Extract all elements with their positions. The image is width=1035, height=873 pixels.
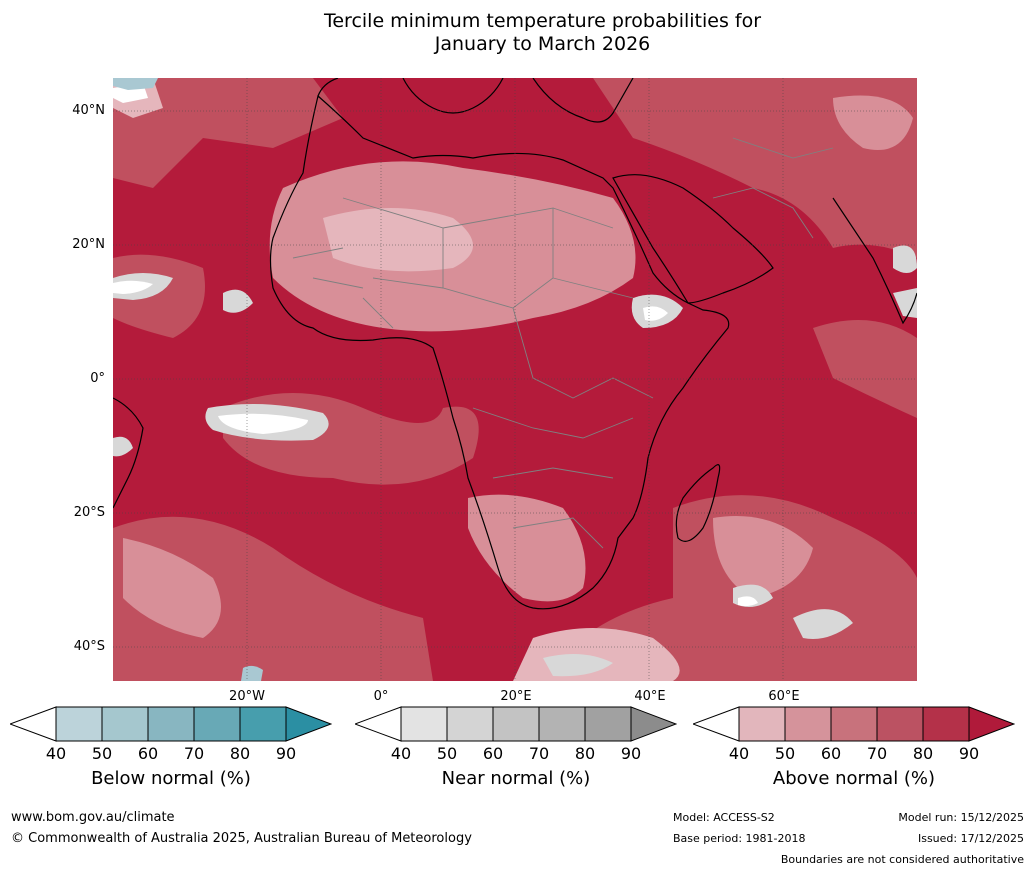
near-colorbar-segment-1 <box>446 706 494 742</box>
near-tick: 80 <box>574 744 596 763</box>
below-normal-areas <box>113 78 263 681</box>
lon-label-40e: 40°E <box>634 689 666 704</box>
title-line-2: January to March 2026 <box>434 33 651 55</box>
near-tick: 70 <box>528 744 550 763</box>
footer-url: www.bom.gov.au/climate <box>11 810 175 825</box>
footer-copyright: © Commonwealth of Australia 2025, Austra… <box>11 831 472 846</box>
near-colorbar-segment-2 <box>492 706 540 742</box>
above-colorbar-segment-3 <box>876 706 924 742</box>
europe-coastline <box>317 78 634 123</box>
graticule <box>113 78 917 681</box>
above-tick: 80 <box>912 744 934 763</box>
below-colorbar-svg <box>10 706 332 742</box>
above-colorbar-segment-5 <box>968 706 1015 742</box>
title-line-1: Tercile minimum temperature probabilitie… <box>323 10 762 32</box>
above-normal-colorbar <box>693 706 1015 742</box>
near-tick: 40 <box>390 744 412 763</box>
below-colorbar-segment-3 <box>193 706 241 742</box>
india-coastline <box>832 197 917 325</box>
footer-boundaries-note: Boundaries are not considered authoritat… <box>780 853 1024 866</box>
near-colorbar-segment-0 <box>400 706 448 742</box>
lat-label-40s: 40°S <box>73 639 105 654</box>
near-colorbar-segment-5 <box>630 706 677 742</box>
below-tick: 60 <box>137 744 159 763</box>
madagascar-outline <box>675 464 721 542</box>
below-tick: 40 <box>45 744 67 763</box>
near-tick: 60 <box>482 744 504 763</box>
near-tick: 90 <box>620 744 642 763</box>
lat-label-20n: 20°N <box>72 237 105 252</box>
footer-issued: Issued: 17/12/2025 <box>917 832 1024 845</box>
below-normal-colorbar <box>10 706 332 742</box>
near-normal-label: Near normal (%) <box>441 768 591 789</box>
above-tick: 70 <box>866 744 888 763</box>
lon-label-20e: 20°E <box>500 689 532 704</box>
near-colorbar-segment-3 <box>538 706 586 742</box>
below-colorbar-segment-0 <box>55 706 103 742</box>
africa-coastline <box>269 94 730 610</box>
near-normal-areas <box>113 245 917 677</box>
arabia-coastline <box>612 174 774 304</box>
probability-map <box>113 78 917 681</box>
above-colorbar-segment-2 <box>830 706 878 742</box>
chart-title: Tercile minimum temperature probabilitie… <box>0 10 1035 56</box>
near-colorbar-svg <box>355 706 677 742</box>
above-tick: 50 <box>774 744 796 763</box>
low-signal-areas <box>113 83 758 607</box>
below-tick: 80 <box>229 744 251 763</box>
above-colorbar-segment-4 <box>922 706 970 742</box>
lat-label-0: 0° <box>90 371 105 386</box>
footer-model: Model: ACCESS-S2 <box>673 811 775 824</box>
below-tick: 50 <box>91 744 113 763</box>
lat-label-40n: 40°N <box>72 103 105 118</box>
lon-label-20w: 20°W <box>229 689 265 704</box>
above-colorbar-segment-0 <box>738 706 786 742</box>
footer-model-run: Model run: 15/12/2025 <box>898 811 1024 824</box>
below-tick: 70 <box>183 744 205 763</box>
lat-label-20s: 20°S <box>73 505 105 520</box>
above-tick: 90 <box>958 744 980 763</box>
lon-label-60e: 60°E <box>768 689 800 704</box>
above-tick: 60 <box>820 744 842 763</box>
below-colorbar-segment-4 <box>239 706 287 742</box>
country-boundaries <box>292 137 834 549</box>
below-colorbar-segment-1 <box>101 706 149 742</box>
above-normal-label: Above normal (%) <box>772 768 936 789</box>
above-colorbar-segment-1 <box>784 706 832 742</box>
below-tick: 90 <box>275 744 297 763</box>
map-canvas <box>113 78 917 681</box>
above-tick: 40 <box>728 744 750 763</box>
below-colorbar-segment-5 <box>285 706 332 742</box>
near-normal-colorbar <box>355 706 677 742</box>
below-colorbar-segment-2 <box>147 706 195 742</box>
lon-label-0: 0° <box>373 689 389 704</box>
above-colorbar-svg <box>693 706 1015 742</box>
footer-base-period: Base period: 1981-2018 <box>673 832 806 845</box>
near-tick: 50 <box>436 744 458 763</box>
near-colorbar-segment-4 <box>584 706 632 742</box>
south-america-coastline <box>113 397 144 509</box>
below-normal-label: Below normal (%) <box>91 768 251 789</box>
